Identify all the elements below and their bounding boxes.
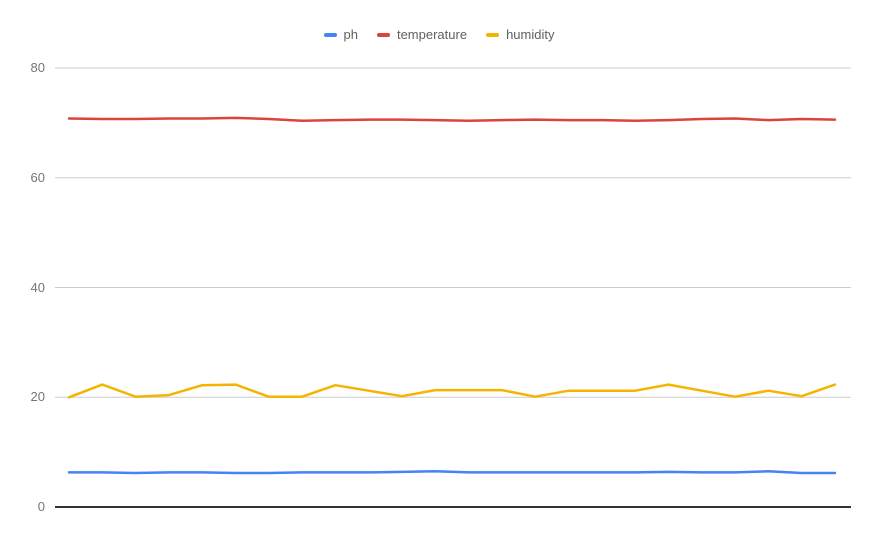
- legend-swatch-ph: [323, 32, 337, 37]
- legend-swatch-humidity: [486, 32, 500, 37]
- series-line-temperature: [67, 116, 837, 122]
- y-axis-label-60: 60: [30, 169, 45, 185]
- legend-item-humidity: humidity: [486, 27, 554, 42]
- legend-label-ph: ph: [343, 27, 358, 42]
- chart-legend: ph temperature humidity: [0, 27, 878, 42]
- y-axis-label-40: 40: [30, 279, 45, 295]
- legend-label-temperature: temperature: [396, 27, 468, 42]
- y-axis-label-80: 80: [30, 60, 45, 75]
- legend-item-temperature: temperature: [376, 27, 468, 42]
- y-axis-label-20: 20: [30, 389, 45, 405]
- legend-item-ph: ph: [323, 27, 358, 42]
- series-line-ph: [67, 470, 837, 475]
- legend-label-humidity: humidity: [506, 27, 555, 42]
- series-line-humidity: [67, 383, 837, 399]
- y-axis-label-0: 0: [37, 499, 45, 514]
- legend-swatch-temperature: [376, 32, 390, 37]
